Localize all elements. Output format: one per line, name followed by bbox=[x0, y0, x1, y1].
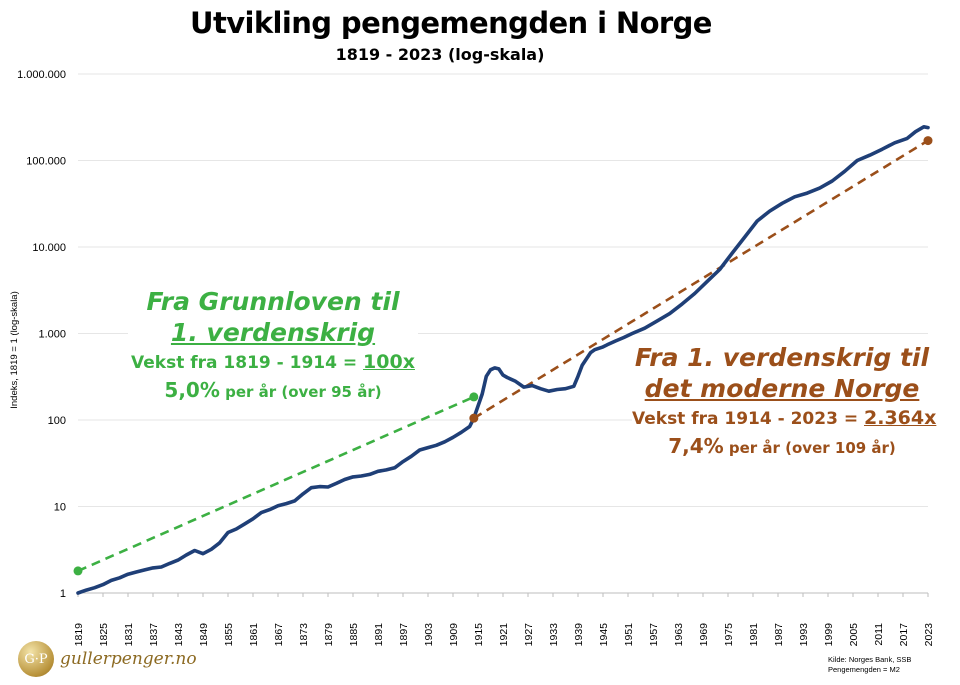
x-tick-label: 1927 bbox=[523, 623, 535, 647]
y-tick-label: 100 bbox=[48, 415, 66, 427]
trend-line bbox=[473, 139, 929, 420]
x-tick-label: 1837 bbox=[148, 623, 160, 647]
x-tick-label: 2011 bbox=[873, 623, 885, 646]
x-tick-label: 1945 bbox=[598, 623, 610, 647]
y-axis-ticks: 1 10 100 1.000 10.000 100.000 1.000.000 bbox=[17, 69, 66, 600]
trend-point bbox=[923, 136, 933, 146]
x-tick-label: 1999 bbox=[823, 623, 835, 647]
chart-title: Utvikling pengemengden i Norge bbox=[190, 6, 712, 40]
series-line bbox=[76, 125, 930, 595]
annotation-brown-growth: Vekst fra 1914 - 2023 = 2.364x bbox=[632, 404, 936, 433]
x-tick-label: 1891 bbox=[373, 623, 385, 647]
x-tick-label: 1963 bbox=[673, 623, 685, 647]
chart-subtitle: 1819 - 2023 (log-skala) bbox=[335, 45, 545, 64]
x-tick-label: 2017 bbox=[898, 623, 910, 647]
x-tick-label: 1951 bbox=[623, 623, 635, 647]
x-tick-label: 1903 bbox=[423, 623, 435, 647]
y-tick-label: 1.000 bbox=[38, 329, 66, 341]
x-tick-label: 1855 bbox=[223, 623, 235, 647]
x-tick-label: 1819 bbox=[73, 623, 85, 647]
trend-points bbox=[73, 136, 933, 576]
x-tick-label: 1867 bbox=[273, 623, 285, 647]
x-tick-label: 1933 bbox=[548, 623, 560, 647]
annotation-green-title-2: 1. verdenskrig bbox=[170, 318, 376, 347]
x-tick-label: 1921 bbox=[498, 623, 510, 647]
x-tick-label: 1993 bbox=[798, 623, 810, 647]
x-tick-label: 1909 bbox=[448, 623, 460, 647]
annotation-brown-growth-prefix: Vekst fra 1914 - 2023 = bbox=[632, 409, 864, 429]
x-tick-label: 2023 bbox=[923, 623, 935, 647]
annotation-brown-growth-value: 2.364x bbox=[864, 407, 937, 429]
source-line-2: Pengemengden = M2 bbox=[828, 665, 900, 674]
series-lines bbox=[76, 125, 930, 595]
y-tick-label: 1.000.000 bbox=[17, 69, 66, 81]
x-tick-label: 1981 bbox=[748, 623, 760, 647]
y-tick-label: 10.000 bbox=[32, 242, 66, 254]
x-tick-label: 1957 bbox=[648, 623, 660, 647]
x-tick-label: 1975 bbox=[723, 623, 735, 647]
trend-point bbox=[469, 413, 479, 423]
x-tick-label: 1897 bbox=[398, 623, 410, 647]
source-note: Kilde: Norges Bank, SSB Pengemengden = M… bbox=[828, 655, 911, 675]
x-tick-label: 1969 bbox=[698, 623, 710, 647]
annotation-brown-rate-suffix: per år (over 109 år) bbox=[723, 439, 896, 457]
annotation-brown: Fra 1. verdenskrig til det moderne Norge… bbox=[632, 342, 936, 462]
x-tick-label: 1825 bbox=[98, 623, 110, 647]
annotation-brown-rate: 7,4% per år (over 109 år) bbox=[632, 433, 932, 462]
y-axis-label: Indeks, 1819 = 1 (log-skala) bbox=[9, 291, 20, 409]
y-tick-label: 100.000 bbox=[26, 156, 66, 168]
brand-name: gullerpenger.no bbox=[60, 649, 197, 669]
annotation-green: Fra Grunnloven til 1. verdenskrig Vekst … bbox=[128, 286, 418, 406]
x-tick-label: 1885 bbox=[348, 623, 360, 647]
x-axis-ticks: 1819 1825 1831 1837 1843 1849 1855 1861 1867 1873… bbox=[73, 593, 935, 646]
annotation-green-rate: 5,0% per år (over 95 år) bbox=[128, 377, 418, 406]
trend-line bbox=[77, 395, 475, 573]
y-tick-label: 10 bbox=[54, 502, 66, 514]
annotation-brown-title-1: Fra 1. verdenskrig til bbox=[634, 343, 930, 372]
source-line-1: Kilde: Norges Bank, SSB bbox=[828, 655, 912, 664]
annotation-green-title-1: Fra Grunnloven til bbox=[146, 287, 400, 316]
x-tick-label: 1849 bbox=[198, 623, 210, 647]
annotation-green-growth: Vekst fra 1819 - 1914 = 100x bbox=[128, 348, 418, 377]
x-tick-label: 2005 bbox=[848, 623, 860, 647]
x-tick-label: 1879 bbox=[323, 623, 335, 647]
annotation-green-rate-suffix: per år (over 95 år) bbox=[219, 383, 382, 401]
annotation-green-growth-prefix: Vekst fra 1819 - 1914 = bbox=[131, 353, 364, 373]
x-tick-label: 1843 bbox=[173, 623, 185, 647]
x-tick-label: 1831 bbox=[123, 623, 135, 647]
x-tick-label: 1939 bbox=[573, 623, 585, 647]
y-tick-label: 1 bbox=[60, 588, 66, 600]
x-tick-label: 1861 bbox=[248, 623, 260, 647]
trend-point bbox=[73, 566, 83, 576]
annotation-brown-title-2: det moderne Norge bbox=[644, 374, 920, 403]
trend-point bbox=[469, 392, 479, 402]
annotation-green-rate-value: 5,0% bbox=[164, 378, 220, 402]
annotation-green-growth-value: 100x bbox=[363, 351, 415, 373]
x-tick-label: 1873 bbox=[298, 623, 310, 647]
x-tick-label: 1915 bbox=[473, 623, 485, 647]
trend-lines bbox=[77, 139, 929, 573]
x-tick-label: 1987 bbox=[773, 623, 785, 647]
brand-logo[interactable]: G·P gullerpenger.no bbox=[18, 641, 197, 677]
coin-logo-icon: G·P bbox=[18, 641, 54, 677]
annotation-brown-rate-value: 7,4% bbox=[668, 434, 724, 458]
